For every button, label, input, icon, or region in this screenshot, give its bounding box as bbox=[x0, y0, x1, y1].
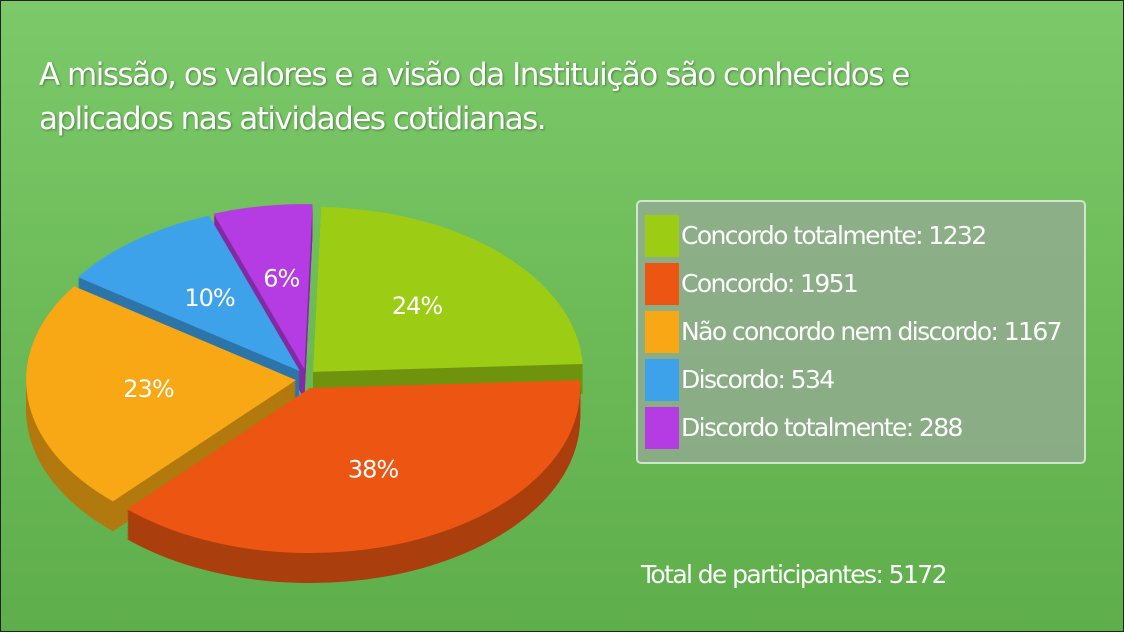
legend-swatch bbox=[645, 359, 679, 401]
legend-box bbox=[636, 200, 1086, 464]
slice bbox=[127, 380, 581, 554]
chart-title: A missão, os valores e a visão da Instit… bbox=[39, 57, 910, 137]
slice bbox=[26, 286, 297, 502]
legend-label: Discordo: 534 bbox=[681, 365, 834, 394]
legend-swatch bbox=[645, 407, 679, 449]
legend-label: Não concordo nem discordo: 1167 bbox=[681, 317, 1061, 346]
legend-swatch bbox=[645, 311, 679, 353]
slice-label: 6% bbox=[263, 264, 299, 292]
legend-label: Concordo: 1951 bbox=[681, 269, 857, 298]
slice bbox=[313, 206, 583, 372]
slice-label: 23% bbox=[123, 375, 174, 403]
legend-swatch bbox=[645, 263, 679, 305]
legend-label: Discordo totalmente: 288 bbox=[681, 413, 963, 442]
legend-label: Concordo totalmente: 1232 bbox=[681, 221, 986, 250]
slice-label: 38% bbox=[348, 455, 399, 483]
legend-swatch bbox=[645, 215, 679, 257]
annotation: Total de participantes: 5172 bbox=[640, 560, 946, 589]
slice-label: 10% bbox=[184, 284, 235, 312]
slice bbox=[213, 204, 313, 370]
slice-label: 24% bbox=[392, 292, 443, 320]
slice bbox=[77, 215, 300, 372]
